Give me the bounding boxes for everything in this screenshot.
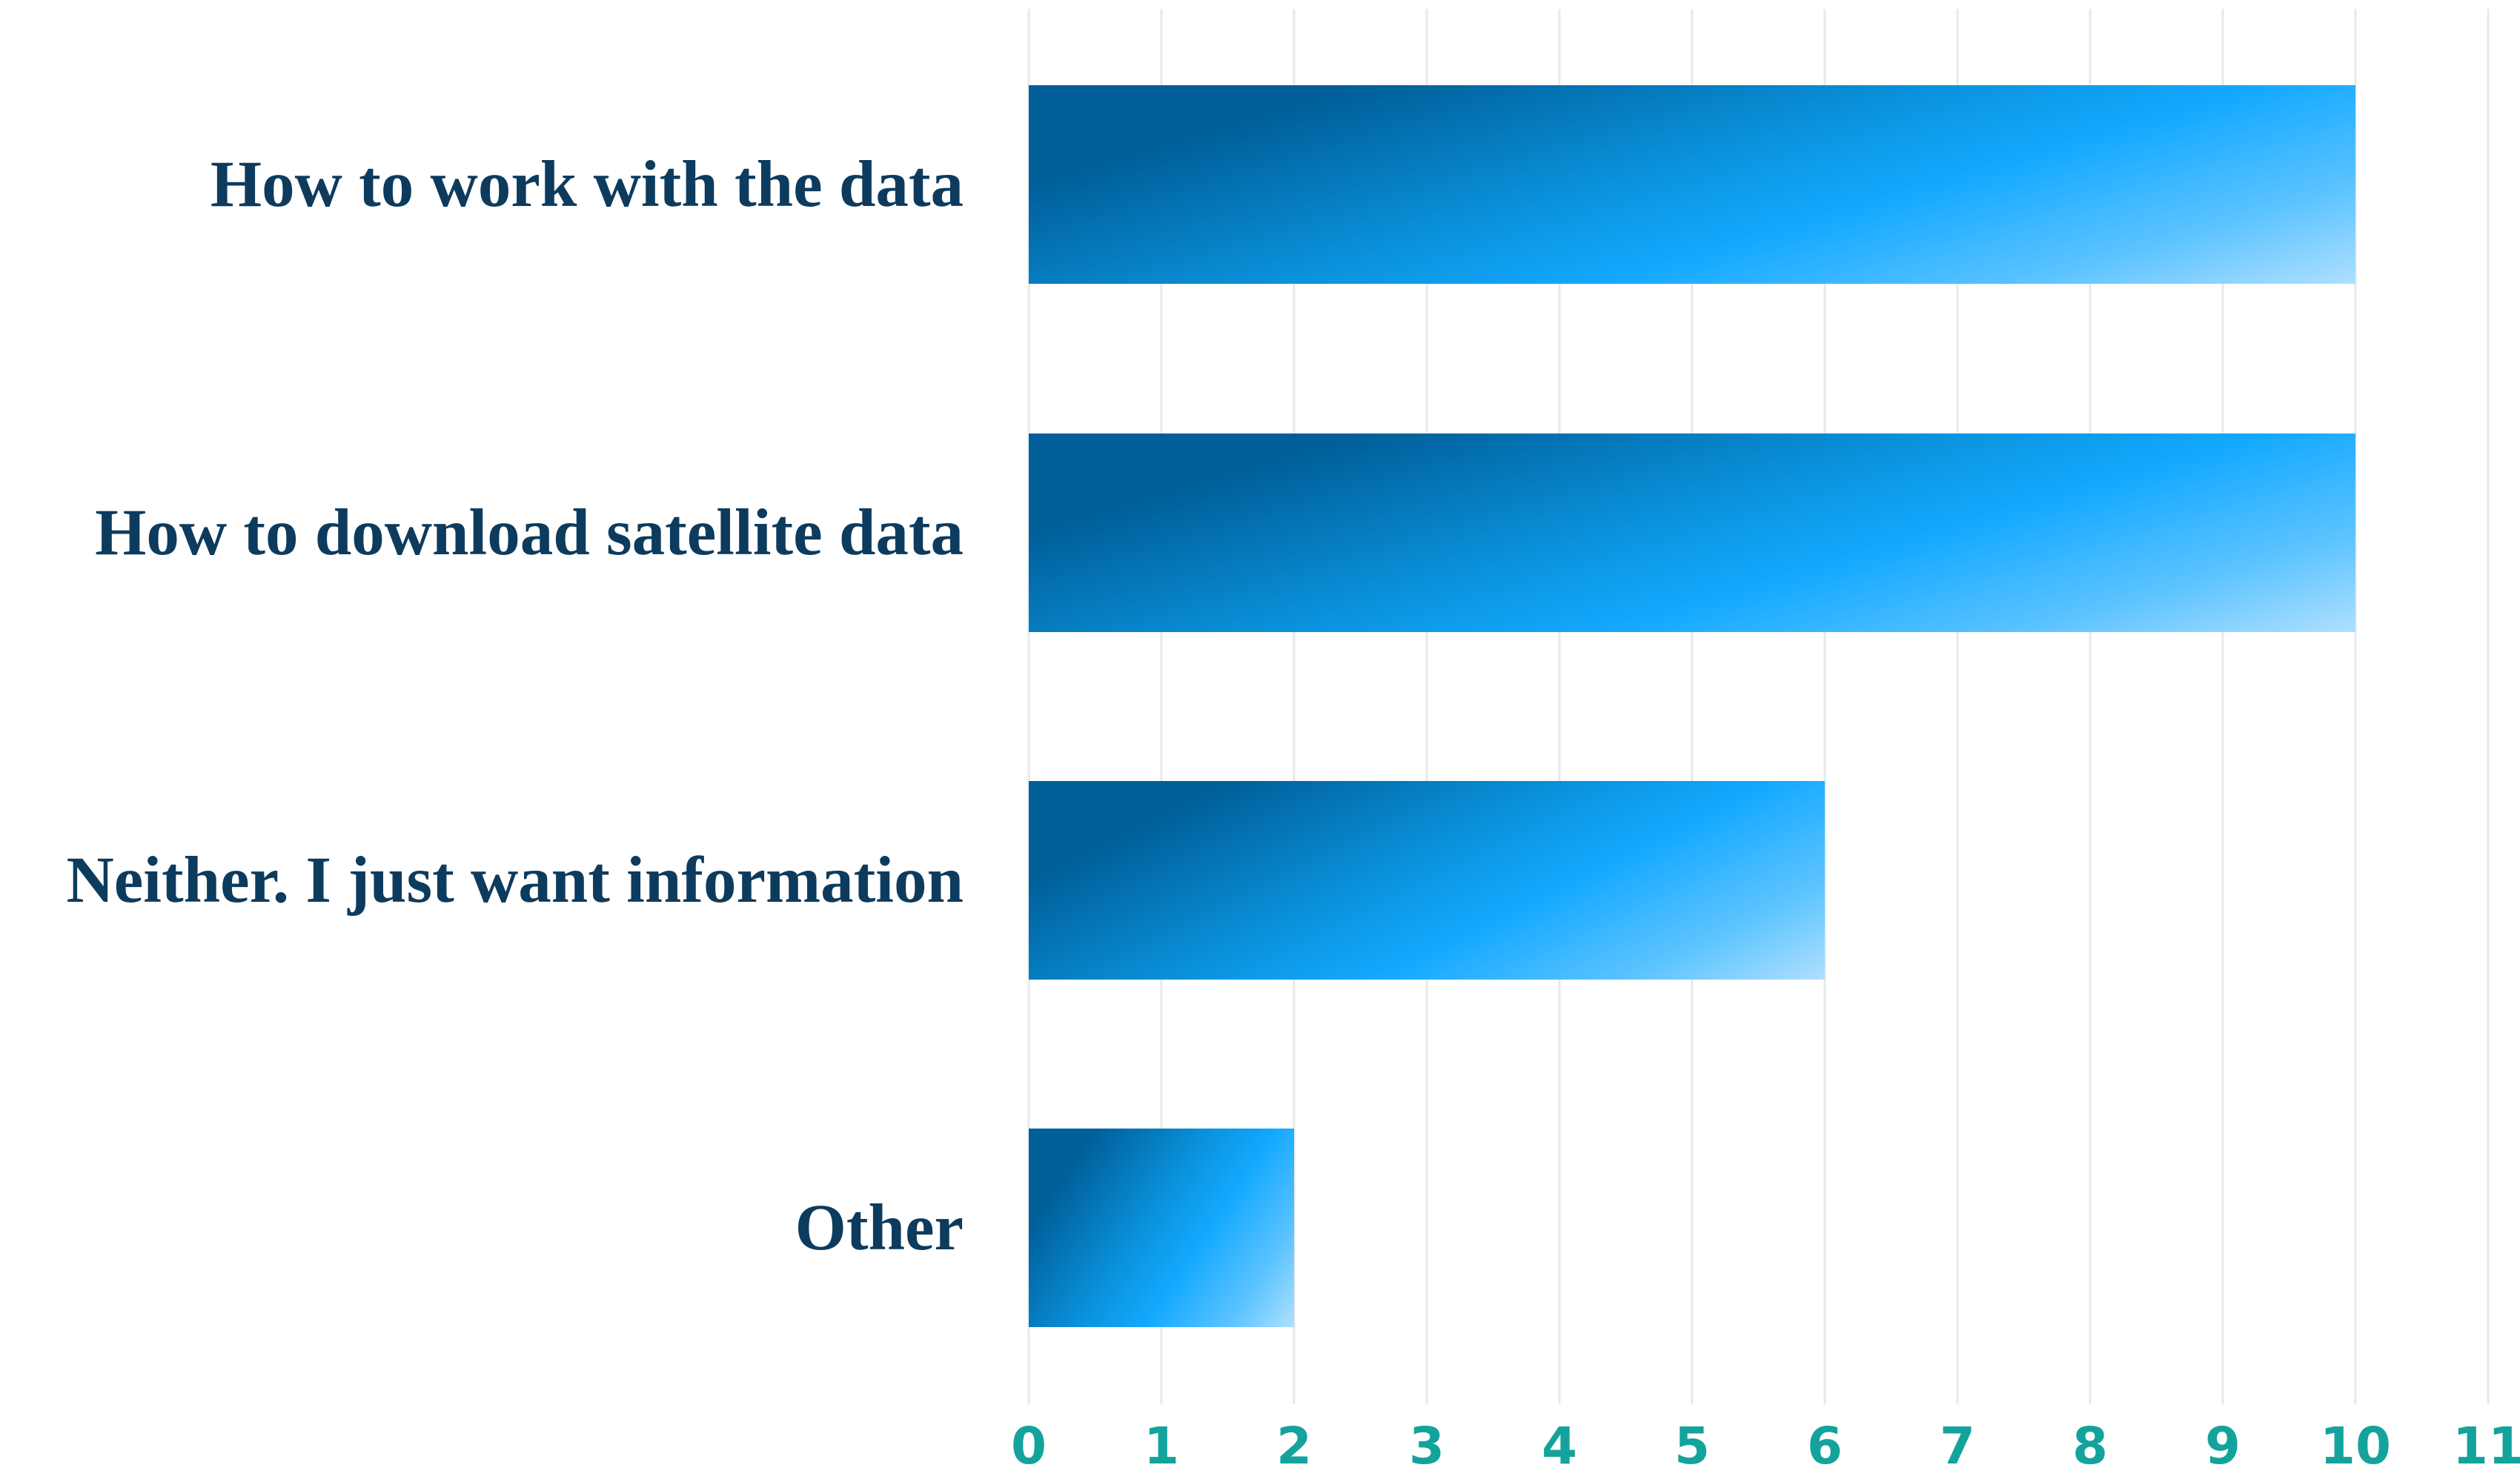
category-label-2: How to download satellite data (95, 496, 964, 569)
x-tick-label-5: 5 (1674, 1417, 1710, 1476)
x-axis-tick-labels: 0 1 2 3 4 5 6 7 8 9 10 11 (1011, 1417, 2520, 1476)
bar-2 (1029, 433, 2355, 632)
category-labels: How to work with the data How to download… (66, 148, 964, 1264)
x-tick-label-4: 4 (1542, 1417, 1577, 1476)
category-label-3: Neither. I just want information (66, 844, 964, 917)
x-tick-label-2: 2 (1276, 1417, 1312, 1476)
x-tick-label-7: 7 (1940, 1417, 1975, 1476)
x-tick-label-6: 6 (1807, 1417, 1843, 1476)
category-label-1: How to work with the data (210, 148, 964, 221)
x-tick-label-1: 1 (1144, 1417, 1179, 1476)
bar-4 (1029, 1129, 1294, 1327)
x-tick-label-0: 0 (1011, 1417, 1047, 1476)
bars (1029, 85, 2355, 1327)
x-tick-label-8: 8 (2072, 1417, 2108, 1476)
bar-1 (1029, 85, 2355, 284)
x-tick-label-3: 3 (1409, 1417, 1445, 1476)
category-label-4: Other (795, 1192, 964, 1264)
x-tick-label-11: 11 (2453, 1417, 2520, 1476)
x-tick-label-10: 10 (2320, 1417, 2391, 1476)
bar-3 (1029, 781, 1825, 980)
x-tick-label-9: 9 (2205, 1417, 2241, 1476)
